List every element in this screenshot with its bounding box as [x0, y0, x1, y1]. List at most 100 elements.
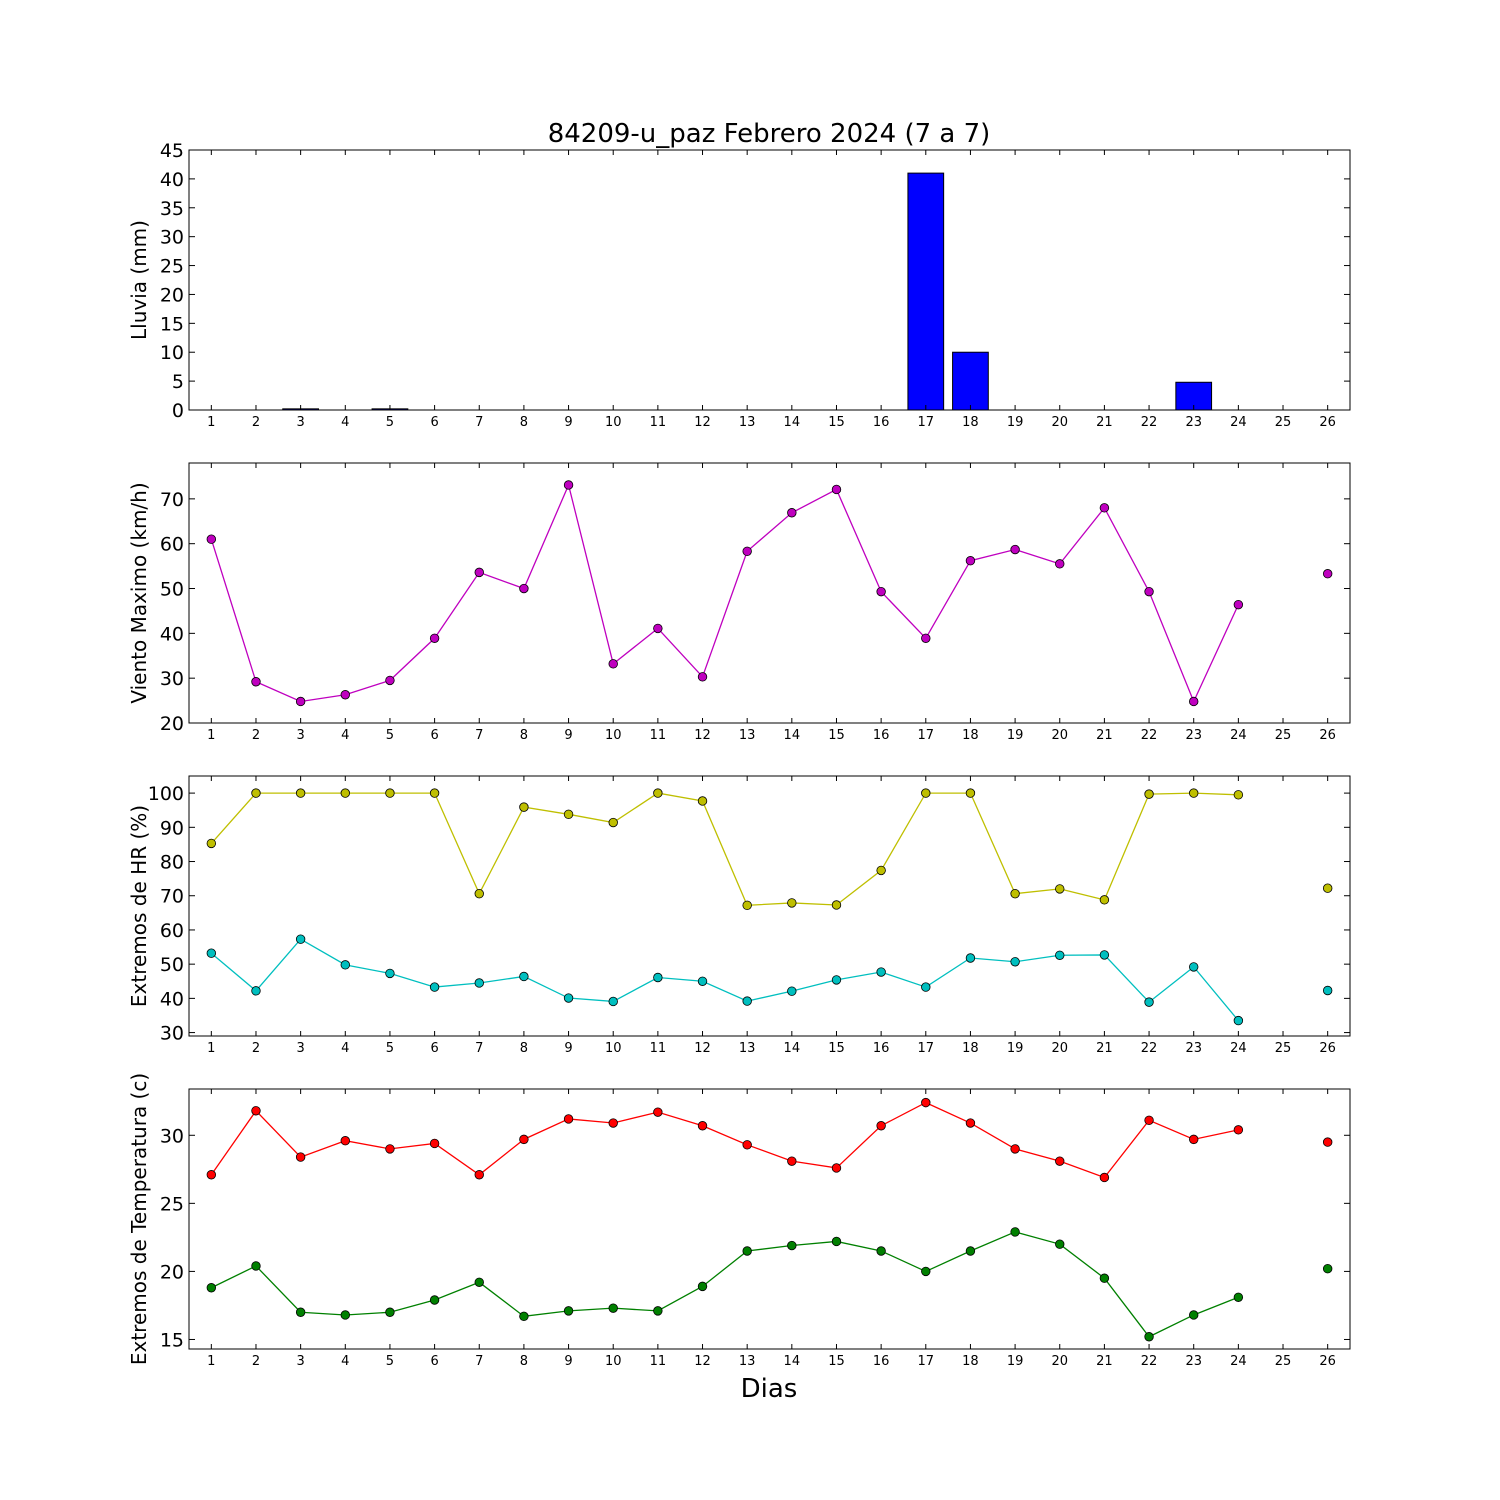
wind-series-1-point-day-13 [742, 546, 752, 557]
rain-x-tick-label: 21 [1096, 415, 1113, 430]
humidity-series-1-point-day-17 [921, 788, 931, 798]
rain-x-tick-label: 9 [564, 415, 572, 430]
temperature-x-tick-label: 26 [1319, 1354, 1336, 1369]
humidity-x-tick-label: 7 [475, 1041, 483, 1056]
temperature-series-2-point-day-6 [429, 1295, 440, 1305]
temperature-x-tick-label: 24 [1230, 1354, 1247, 1369]
humidity-series-2-point-day-26 [1322, 985, 1333, 996]
panel-wind: 1 2 3 4 5 6 7 8 9 10 11 12 13 14 15 16 17 18 19 20 21 22 23 24 2… [127, 462, 1351, 743]
temperature-series-1-point-day-26 [1322, 1137, 1333, 1147]
temperature-series-2-point-day-20 [1055, 1239, 1065, 1249]
humidity-x-tick-label: 2 [252, 1041, 260, 1056]
humidity-y-tick-label: 60 [160, 920, 184, 942]
humidity-x-tick-label: 21 [1096, 1041, 1113, 1056]
temperature-x-tick-label: 1 [207, 1354, 215, 1369]
humidity-series-2-point-day-16 [876, 967, 886, 977]
rain-x-tick-label: 18 [962, 415, 979, 430]
temperature-x-tick-label: 14 [784, 1354, 801, 1369]
rain-x-tick-label: 7 [475, 415, 483, 430]
wind-series-1-point-day-8 [519, 583, 529, 594]
wind-y-axis-label: Viento Maximo (km/h) [127, 482, 151, 703]
humidity-x-tick-label: 10 [605, 1041, 622, 1056]
temperature-x-tick-label: 17 [918, 1354, 935, 1369]
temperature-y-tick-label: 25 [160, 1193, 184, 1215]
temperature-series-2-point-day-19 [1010, 1227, 1020, 1237]
rain-y-tick-label: 0 [172, 400, 184, 422]
humidity-series-1-point-day-8 [519, 802, 529, 812]
temperature-series-1-point-day-10 [608, 1118, 618, 1128]
humidity-series-1-point-day-5 [385, 788, 395, 798]
temperature-x-tick-label: 11 [650, 1354, 667, 1369]
wind-x-tick-label: 20 [1051, 728, 1068, 743]
humidity-series-2-point-day-17 [921, 982, 931, 992]
wind-x-tick-label: 14 [784, 728, 801, 743]
humidity-x-tick-label: 17 [918, 1041, 935, 1056]
humidity-x-tick-label: 3 [296, 1041, 304, 1056]
humidity-x-tick-label: 20 [1051, 1041, 1068, 1056]
wind-x-tick-label: 22 [1141, 728, 1158, 743]
temperature-series-1-point-day-4 [340, 1136, 350, 1146]
temperature-x-tick-label: 15 [828, 1354, 845, 1369]
temperature-series-2-point-day-9 [563, 1306, 574, 1316]
wind-x-tick-label: 1 [207, 728, 215, 743]
temperature-x-tick-label: 12 [694, 1354, 711, 1369]
temperature-series-2-point-day-3 [295, 1307, 306, 1317]
humidity-series-2-point-day-1 [206, 948, 217, 958]
humidity-series-1-point-day-16 [876, 865, 886, 876]
humidity-x-tick-label: 25 [1275, 1041, 1292, 1056]
humidity-x-tick-label: 14 [784, 1041, 801, 1056]
wind-series-1-point-day-6 [429, 633, 440, 643]
temperature-series-1-point-day-16 [876, 1121, 886, 1131]
temperature-series-1-point-day-2 [251, 1106, 261, 1116]
rain-y-tick-label: 15 [160, 313, 184, 335]
wind-series-1-point-day-7 [474, 567, 484, 578]
rain-x-tick-label: 19 [1007, 415, 1024, 430]
humidity-series-2-point-day-14 [787, 986, 797, 996]
rain-x-tick-label: 6 [430, 415, 438, 430]
humidity-y-tick-label: 50 [160, 954, 184, 976]
humidity-series-1-point-day-18 [965, 788, 976, 798]
humidity-x-tick-label: 1 [207, 1041, 215, 1056]
wind-y-tick-label: 70 [160, 489, 184, 511]
temperature-x-tick-label: 9 [564, 1354, 572, 1369]
temperature-series-1-point-day-3 [295, 1152, 306, 1162]
wind-series-1-point-day-26 [1322, 569, 1333, 579]
temperature-series-2-point-day-8 [519, 1311, 529, 1322]
temperature-series-2-point-day-15 [831, 1236, 842, 1247]
rain-x-tick-label: 2 [252, 415, 260, 430]
humidity-series-2-point-day-21 [1099, 950, 1110, 960]
humidity-series-2-point-day-11 [653, 972, 663, 983]
humidity-series-2-point-day-20 [1055, 950, 1065, 960]
temperature-series-2-point-day-11 [653, 1306, 663, 1316]
temperature-series-1-point-day-23 [1189, 1134, 1199, 1145]
temperature-y-axis-label: Extremos de Temperatura (c) [127, 1073, 151, 1365]
temperature-series-1-point-day-19 [1010, 1144, 1020, 1154]
rain-x-tick-label: 5 [386, 415, 394, 430]
humidity-x-tick-label: 22 [1141, 1041, 1158, 1056]
humidity-y-tick-label: 90 [160, 817, 184, 839]
wind-x-tick-label: 7 [475, 728, 483, 743]
rain-x-tick-label: 23 [1185, 415, 1202, 430]
rain-x-tick-label: 12 [694, 415, 711, 430]
rain-x-tick-label: 22 [1141, 415, 1158, 430]
rain-bar-day-17 [907, 172, 945, 411]
wind-x-tick-label: 10 [605, 728, 622, 743]
temperature-x-tick-label: 4 [341, 1354, 349, 1369]
humidity-series-1-point-day-23 [1189, 788, 1199, 798]
temperature-series-1-point-day-17 [921, 1097, 931, 1108]
temperature-x-tick-label: 25 [1275, 1354, 1292, 1369]
wind-series-1-point-day-22 [1144, 586, 1154, 597]
temperature-series-2-point-day-1 [206, 1283, 217, 1293]
rain-x-tick-label: 8 [520, 415, 528, 430]
humidity-series-2-point-day-6 [429, 982, 440, 992]
humidity-series-1-point-day-20 [1055, 884, 1065, 894]
temperature-series-1-point-day-18 [965, 1118, 976, 1128]
temperature-series-1-point-day-7 [474, 1170, 484, 1180]
wind-series-1-line [211, 485, 1327, 702]
humidity-series-1-point-day-12 [697, 796, 708, 806]
humidity-x-tick-label: 6 [430, 1041, 438, 1056]
wind-x-tick-label: 9 [564, 728, 572, 743]
temperature-series-1-point-day-1 [206, 1170, 217, 1180]
humidity-y-tick-label: 30 [160, 1023, 184, 1045]
humidity-series-1-point-day-21 [1099, 895, 1110, 905]
